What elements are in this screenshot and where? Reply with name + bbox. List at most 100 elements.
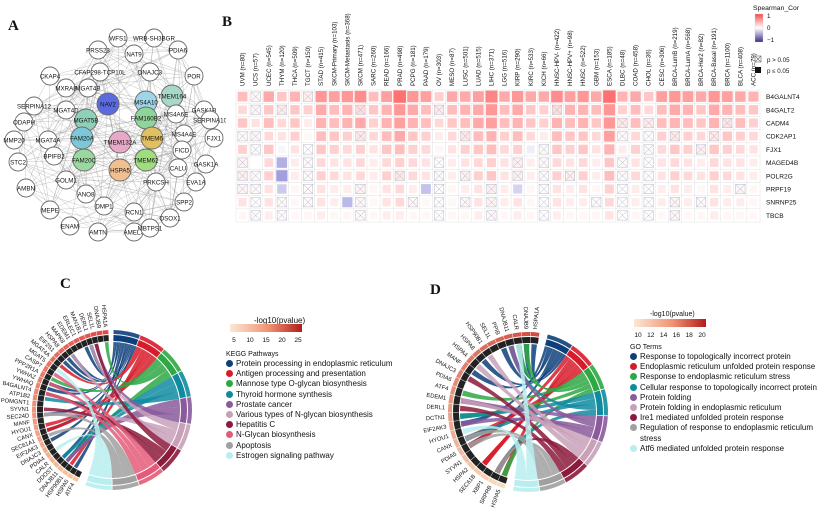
network-node-rcn1[interactable]: RCN1 xyxy=(124,202,144,222)
heatmap-cell xyxy=(749,171,758,180)
heatmap-column-label: SKCM-Metastasis (n=368) xyxy=(344,13,351,86)
kegg-legend-item: Mannose type O-glycan biosynthesis xyxy=(226,379,421,389)
network-node-serpina12[interactable]: SERPINA12 xyxy=(17,96,52,116)
chord-term-arc xyxy=(545,339,570,355)
chord-gene-outer-arc xyxy=(456,446,465,456)
network-node-tmem62[interactable]: TMEM62 xyxy=(133,148,159,172)
network-node-wrb[interactable]: WRB-SH3BGR xyxy=(133,28,175,48)
network-edge xyxy=(23,87,89,123)
heatmap-cell xyxy=(749,131,758,141)
network-node-fam160b2[interactable]: FAM160B2 xyxy=(131,106,162,130)
chord-ribbon xyxy=(56,368,103,477)
network-node-fjx1[interactable]: FJX1 xyxy=(204,128,224,148)
network-node-amtn[interactable]: AMTN xyxy=(88,222,108,242)
chord-gene-label: EIF2AK3 xyxy=(423,424,447,434)
network-node-mmp20[interactable]: MMP20 xyxy=(3,130,25,150)
heatmap-cell xyxy=(631,171,640,181)
heatmap-cell xyxy=(277,184,287,194)
legend-item-label: Various types of N-glycan biosynthesis xyxy=(236,410,373,420)
heatmap-column-label: STAD (n=415) xyxy=(318,47,325,86)
legend-dot-icon xyxy=(630,363,637,371)
network-node-calu[interactable]: CALU xyxy=(168,158,188,178)
network-edge xyxy=(83,159,135,213)
heatmap-cell xyxy=(421,184,431,194)
heatmap-cell xyxy=(328,91,340,103)
network-node-fam20c[interactable]: FAM20C xyxy=(72,148,97,172)
network-node-ficd[interactable]: FICD xyxy=(172,140,192,160)
network-node-odaph[interactable]: ODAPH xyxy=(13,112,35,132)
network-node-label: MS4A10 xyxy=(134,100,158,107)
chord-gene-outer-arc xyxy=(33,388,39,395)
network-node-ms4a6e[interactable]: MS4A6E xyxy=(164,104,188,124)
network-edge xyxy=(33,87,89,107)
network-node-stc2[interactable]: STC2 xyxy=(8,152,28,172)
network-node-mgat4d[interactable]: MGAT4D xyxy=(53,100,79,120)
network-node-mgat4b[interactable]: MGAT4B xyxy=(76,78,101,98)
heatmap-cell xyxy=(369,131,378,141)
network-node-nat9[interactable]: NAT9 xyxy=(124,44,144,64)
network-node-eva1a[interactable]: EVA1A xyxy=(186,172,207,192)
network-node-dmp1[interactable]: DMP1 xyxy=(94,196,114,216)
chord-gene-arc xyxy=(505,338,515,347)
network-node-bpifb2[interactable]: BPIFB2 xyxy=(43,146,65,166)
network-edge xyxy=(25,187,99,233)
heatmap-cell xyxy=(264,144,274,155)
heatmap-cell xyxy=(617,105,627,115)
network-node-por[interactable]: POR xyxy=(184,66,204,86)
network-node-hspa5[interactable]: HSPA5 xyxy=(108,158,132,182)
heatmap-cell xyxy=(722,171,732,181)
network-node-mbtps1[interactable]: MBTPS1 xyxy=(138,218,163,238)
heatmap-cell xyxy=(394,144,405,155)
network-node-pdia6[interactable]: PDIA6 xyxy=(168,40,187,60)
network-node-ambn[interactable]: AMBN xyxy=(16,178,36,198)
network-node-dnajc3[interactable]: DNAJC3 xyxy=(138,62,163,82)
chord-ribbon xyxy=(94,343,171,452)
network-node-golm1[interactable]: GOLM1 xyxy=(55,170,77,190)
heatmap-cell xyxy=(500,145,509,154)
heatmap-cell xyxy=(408,185,417,193)
heatmap-row-label: B4GALT2 xyxy=(766,107,795,114)
network-node-mepe[interactable]: MEPE xyxy=(40,200,60,220)
network-node-serpina10[interactable]: SERPINA10 xyxy=(193,110,226,130)
network-node-ckap4[interactable]: CKAP4 xyxy=(40,66,61,86)
network-node-mxra8[interactable]: MXRA8 xyxy=(55,78,77,98)
heatmap-column-label: READ (n=166) xyxy=(384,46,391,86)
heatmap-column-label: DLBC (n=48) xyxy=(619,50,626,86)
network-node-prkcsh[interactable]: PRKCSH xyxy=(143,172,169,192)
heatmap-cell xyxy=(356,171,365,181)
heatmap-cell xyxy=(316,117,327,129)
network-edge xyxy=(65,179,135,213)
network-node-ano8[interactable]: ANO8 xyxy=(76,184,96,204)
heatmap-cell xyxy=(434,92,444,102)
pvalue-sig-symbol xyxy=(755,67,761,73)
chord-term-arc xyxy=(583,367,600,392)
heatmap-cell xyxy=(578,184,588,194)
kegg-legend-item: Protein processing in endoplasmic reticu… xyxy=(226,359,421,369)
network-node-nav2[interactable]: NAV2 xyxy=(96,92,120,116)
heatmap-cell xyxy=(369,158,378,167)
network-node-tmem132a[interactable]: TMEM132A xyxy=(104,130,138,154)
network-node-osox1[interactable]: OSOX1 xyxy=(159,208,181,228)
network-node-gask1a[interactable]: GASK1A xyxy=(194,154,220,174)
chord-gene-outer-arc xyxy=(32,406,37,413)
legend-item-label: Protein processing in endoplasmic reticu… xyxy=(236,359,393,368)
network-node-cfap298[interactable]: CFAP298-TCP10L xyxy=(74,62,126,82)
heatmap-cell xyxy=(696,105,706,115)
chord-gene-arc xyxy=(52,452,61,461)
network-node-tmem6[interactable]: TMEM6 xyxy=(140,126,164,150)
color-scale-tick: 20 xyxy=(698,332,706,339)
chord-gene-label: EDEM1 xyxy=(426,393,447,402)
network-edge xyxy=(103,95,173,207)
network-node-spp2[interactable]: SPP2 xyxy=(174,192,194,212)
network-node-prss23[interactable]: PRSS23 xyxy=(86,40,110,60)
heatmap-cell xyxy=(526,118,536,128)
network-edge xyxy=(25,187,151,229)
heatmap-cell xyxy=(422,198,430,206)
network-edge xyxy=(65,133,185,181)
heatmap-cell xyxy=(630,91,641,102)
chord-term-outer-arc xyxy=(178,370,191,397)
network-node-wfs1[interactable]: WFS1 xyxy=(108,28,128,48)
network-node-enam[interactable]: ENAM xyxy=(60,216,80,236)
heatmap-cell xyxy=(448,171,457,180)
chord-term-arc xyxy=(172,373,186,399)
